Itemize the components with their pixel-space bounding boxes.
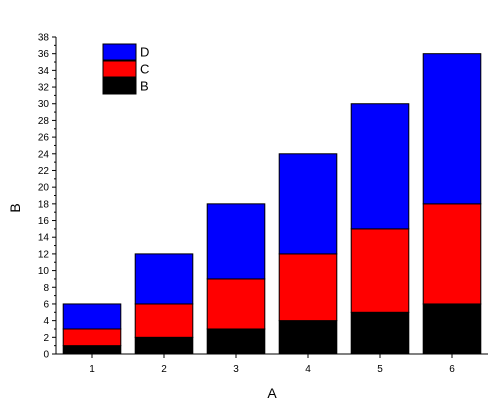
y-tick-label: 8 — [43, 283, 49, 294]
legend-label-D: D — [140, 45, 149, 60]
y-axis-label: B — [7, 203, 23, 212]
legend-label-C: C — [140, 62, 149, 77]
bar-B-4 — [278, 320, 338, 355]
y-tick-label: 18 — [38, 199, 50, 210]
y-tick-label: 6 — [43, 299, 49, 310]
bar-C-3 — [206, 278, 266, 330]
y-tick-label: 24 — [38, 149, 50, 160]
x-axis-label: A — [267, 385, 277, 401]
x-tick-label: 2 — [161, 364, 167, 375]
x-tick-label: 4 — [305, 364, 311, 375]
bar-C-2 — [134, 303, 194, 338]
y-tick-label: 22 — [38, 166, 50, 177]
bar-B-1 — [62, 345, 122, 355]
y-tick-label: 34 — [38, 66, 50, 77]
x-tick-label: 1 — [89, 364, 95, 375]
bar-D-6 — [422, 53, 482, 205]
bar-D-1 — [62, 303, 122, 330]
y-tick-label: 28 — [38, 116, 50, 127]
bar-D-3 — [206, 203, 266, 280]
bar-B-2 — [134, 336, 194, 355]
y-tick-label: 14 — [38, 233, 50, 244]
y-tick-label: 4 — [43, 316, 49, 327]
x-ticks-group: 1 2 3 4 5 6 — [89, 354, 455, 375]
bar-D-5 — [350, 103, 410, 230]
y-tick-label: 16 — [38, 216, 50, 227]
y-tick-label: 30 — [38, 99, 50, 110]
y-tick-label: 10 — [38, 266, 50, 277]
legend-label-B: B — [140, 79, 149, 94]
bar-D-2 — [134, 253, 194, 305]
bar-C-5 — [350, 228, 410, 313]
bar-C-4 — [278, 253, 338, 322]
x-tick-label: 6 — [449, 364, 455, 375]
y-tick-label: 0 — [43, 350, 49, 361]
bar-B-5 — [350, 311, 410, 355]
bar-C-1 — [62, 328, 122, 347]
legend: DCB — [102, 43, 149, 95]
x-tick-label: 3 — [233, 364, 239, 375]
y-tick-label: 38 — [38, 33, 50, 44]
bar-C-6 — [422, 203, 482, 305]
y-tick-label: 20 — [38, 183, 50, 194]
y-tick-label: 36 — [38, 49, 50, 60]
y-tick-label: 26 — [38, 133, 50, 144]
bars-group — [62, 53, 482, 355]
legend-swatch-D — [102, 43, 137, 61]
bar-D-4 — [278, 153, 338, 255]
y-tick-label: 12 — [38, 249, 50, 260]
bar-B-3 — [206, 328, 266, 355]
y-tick-label: 32 — [38, 83, 50, 94]
legend-swatch-B — [102, 77, 137, 95]
y-tick-label: 2 — [43, 333, 49, 344]
bar-B-6 — [422, 303, 482, 355]
legend-swatch-C — [102, 60, 137, 78]
x-tick-label: 5 — [377, 364, 383, 375]
